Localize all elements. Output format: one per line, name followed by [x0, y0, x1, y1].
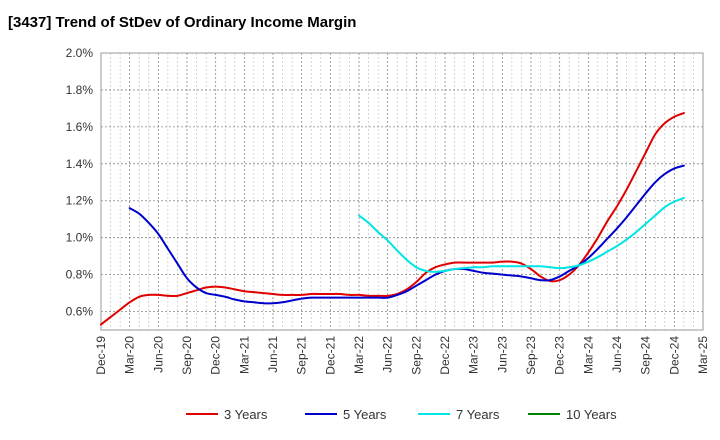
legend-label-4: 10 Years — [566, 407, 617, 422]
x-tick-label: Sep-24 — [639, 336, 653, 375]
x-tick-label: Dec-21 — [323, 336, 337, 375]
legend-label-2: 5 Years — [343, 407, 387, 422]
y-tick-label: 1.0% — [66, 231, 94, 245]
x-tick-label: Dec-23 — [553, 336, 567, 375]
y-tick-label: 2.0% — [66, 46, 94, 60]
x-tick-label: Dec-19 — [94, 336, 108, 375]
y-tick-label: 1.4% — [66, 157, 94, 171]
y-tick-label: 1.8% — [66, 83, 94, 97]
x-tick-label: Mar-23 — [467, 336, 481, 374]
x-tick-label: Jun-22 — [381, 336, 395, 373]
x-tick-label: Sep-23 — [524, 336, 538, 375]
y-tick-label: 0.6% — [66, 305, 94, 319]
x-tick-label: Mar-25 — [696, 336, 710, 374]
plot-area — [100, 52, 704, 331]
x-tick-label: Jun-20 — [151, 336, 165, 373]
chart-title: [3437] Trend of StDev of Ordinary Income… — [8, 14, 357, 31]
x-tick-label: Mar-20 — [123, 336, 137, 374]
x-tick-label: Sep-20 — [180, 336, 194, 375]
x-tick-label: Jun-23 — [495, 336, 509, 373]
legend-label-3: 7 Years — [456, 407, 500, 422]
x-tick-label: Mar-24 — [581, 336, 595, 374]
x-tick-label: Sep-21 — [295, 336, 309, 375]
x-tick-label: Jun-21 — [266, 336, 280, 373]
x-tick-label: Dec-20 — [209, 336, 223, 375]
x-tick-label: Mar-22 — [352, 336, 366, 374]
series-line-3 — [358, 196, 685, 273]
x-tick-label: Dec-24 — [667, 336, 681, 375]
legend-label-1: 3 Years — [224, 407, 268, 422]
x-tick-label: Dec-22 — [438, 336, 452, 375]
y-tick-label: 0.8% — [66, 268, 94, 282]
y-tick-label: 1.2% — [66, 194, 94, 208]
x-tick-label: Mar-21 — [237, 336, 251, 374]
y-tick-label: 1.6% — [66, 120, 94, 134]
series-line-2 — [128, 164, 685, 305]
x-tick-label: Sep-22 — [409, 336, 423, 375]
x-tick-label: Jun-24 — [610, 336, 624, 373]
series-line-1 — [100, 112, 685, 326]
